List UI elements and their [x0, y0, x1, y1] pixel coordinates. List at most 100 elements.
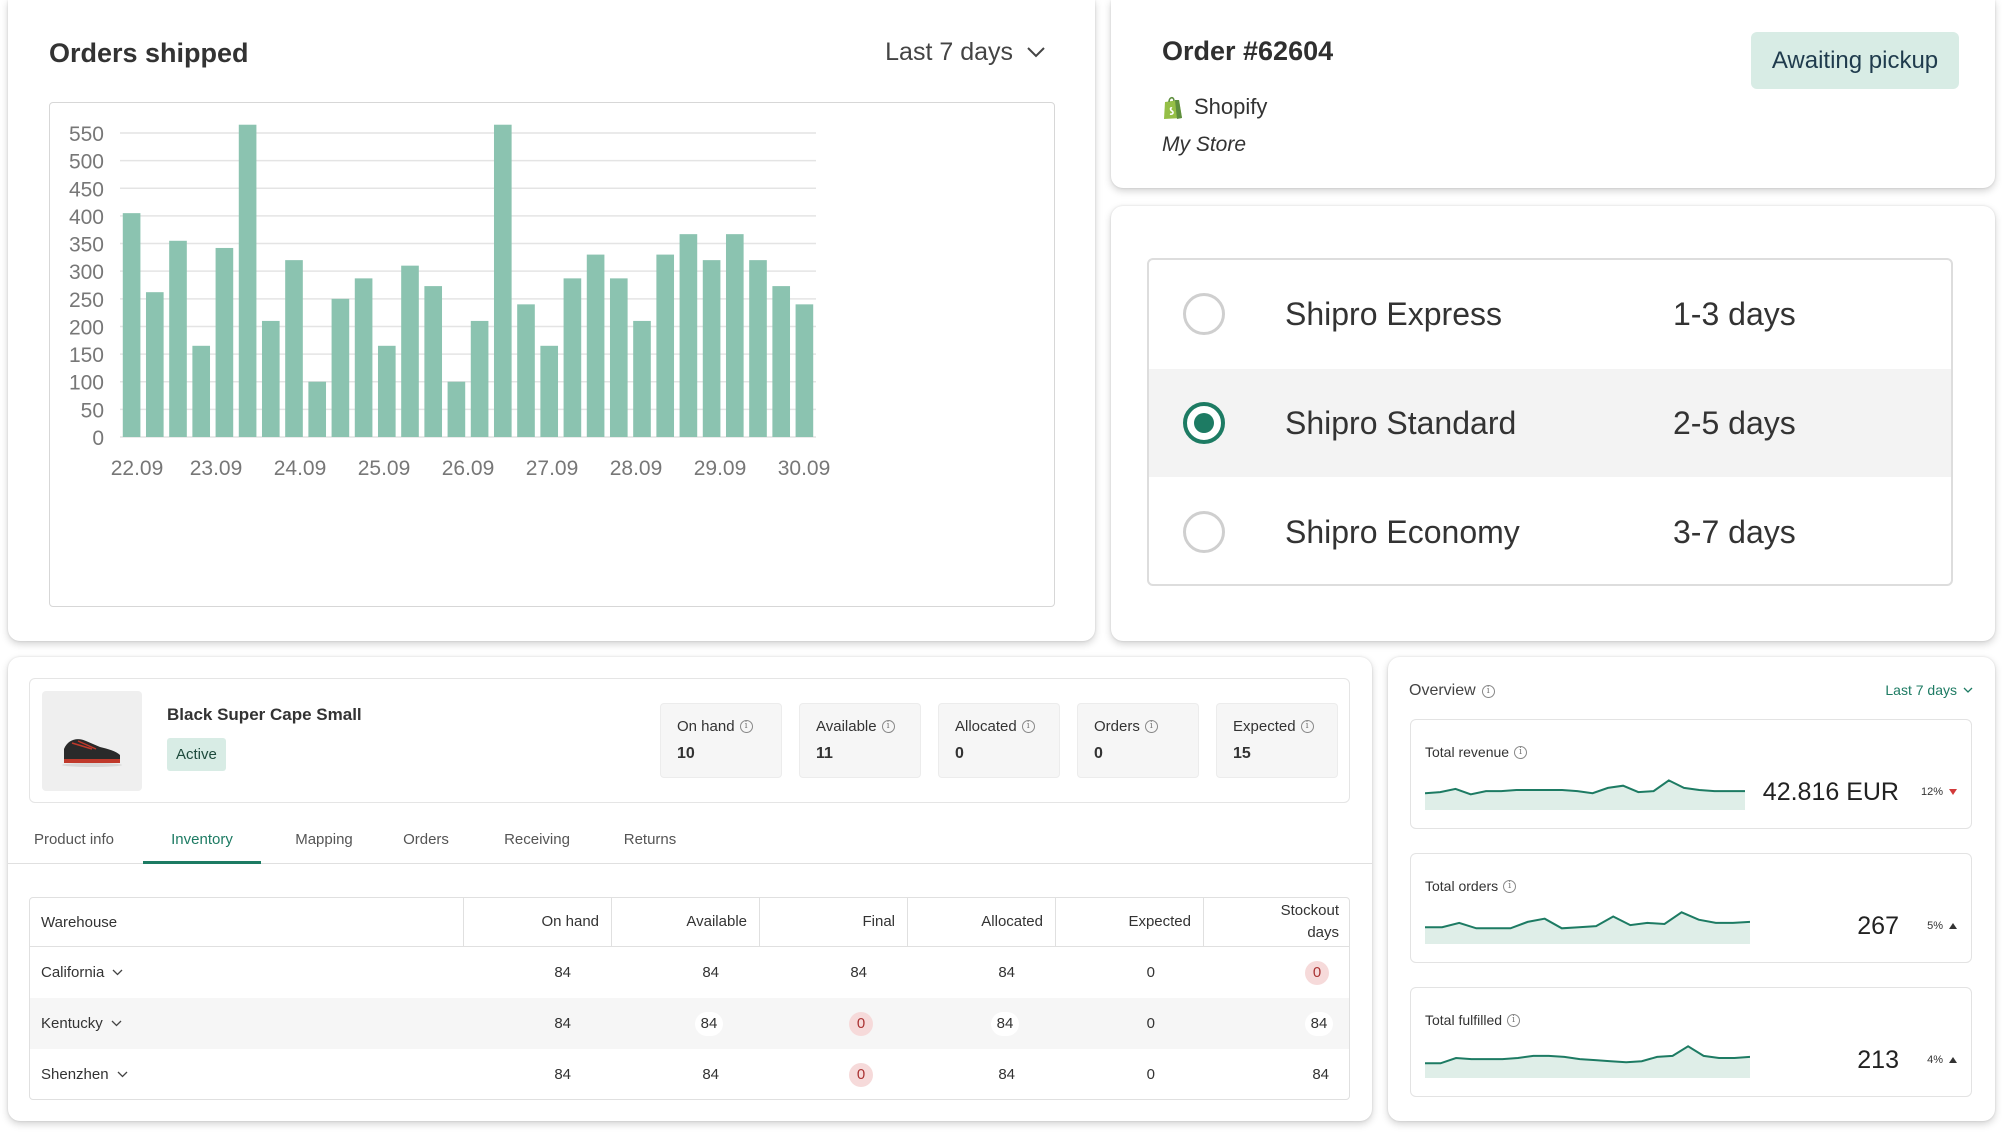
shipping-options-card: Shipro Express 1-3 days Shipro Standard …: [1111, 206, 1995, 641]
warehouse-cell[interactable]: Kentucky: [41, 998, 341, 1049]
bar[interactable]: [285, 260, 303, 437]
overview-title: Overview: [1409, 682, 1476, 699]
table-row[interactable]: Kentucky 84 84 0 84 0 84: [30, 998, 1349, 1049]
bar[interactable]: [656, 254, 675, 437]
bar[interactable]: [401, 265, 419, 437]
tab-inventory[interactable]: Inventory: [143, 822, 261, 864]
expected-cell: 0: [1146, 1015, 1155, 1032]
bar[interactable]: [795, 304, 814, 437]
metric-change: 5%: [1927, 920, 1957, 932]
orders-sparkline: [1425, 911, 1750, 944]
date-range-dropdown[interactable]: Last 7 days: [885, 38, 1045, 67]
shipping-option-name: Shipro Express: [1285, 295, 1502, 332]
info-icon[interactable]: i: [1503, 879, 1517, 893]
column-header-on-hand: On hand: [463, 898, 611, 946]
order-number: Order #62604: [1162, 36, 1334, 66]
bar[interactable]: [563, 278, 582, 437]
bar[interactable]: [424, 286, 443, 437]
tab-mapping[interactable]: Mapping: [295, 831, 353, 848]
info-icon[interactable]: i: [1144, 720, 1158, 733]
info-icon[interactable]: i: [1021, 720, 1035, 733]
y-tick-label: 400: [69, 206, 104, 229]
store-name: My Store: [1162, 133, 1247, 156]
bar[interactable]: [702, 260, 721, 437]
bar[interactable]: [215, 247, 234, 437]
allocated-cell: 84: [998, 1066, 1015, 1083]
shipping-option-express[interactable]: Shipro Express 1-3 days: [1149, 260, 1951, 368]
bar[interactable]: [493, 124, 512, 437]
bar[interactable]: [238, 124, 257, 437]
available-cell: 84: [702, 964, 719, 981]
radio-button[interactable]: [1183, 511, 1225, 553]
stat-label: Available: [816, 718, 877, 735]
table-header: Warehouse On hand Available Final Alloca…: [30, 898, 1349, 947]
metric-total-orders[interactable]: Total orders i 267 5%: [1410, 853, 1972, 963]
column-header-warehouse: Warehouse: [41, 913, 118, 931]
shipping-option-economy[interactable]: Shipro Economy 3-7 days: [1149, 478, 1951, 584]
warehouse-name: Kentucky: [41, 1015, 103, 1032]
radio-button[interactable]: [1183, 293, 1225, 335]
shipping-option-standard[interactable]: Shipro Standard 2-5 days: [1149, 369, 1951, 477]
warehouse-cell[interactable]: California: [41, 947, 341, 998]
info-icon[interactable]: i: [1300, 720, 1314, 733]
warehouse-name: Shenzhen: [41, 1066, 109, 1083]
product-inventory-card: Black Super Cape Small Active On hand i 1…: [8, 657, 1372, 1121]
product-thumbnail: [42, 691, 142, 791]
tab-receiving[interactable]: Receiving: [504, 831, 570, 848]
product-status-badge: Active: [167, 738, 226, 771]
bar[interactable]: [354, 278, 373, 437]
expected-cell: 0: [1146, 1066, 1155, 1083]
bar[interactable]: [586, 254, 605, 437]
x-tick-label: 28.09: [610, 457, 663, 480]
info-icon[interactable]: i: [1481, 684, 1495, 698]
info-icon[interactable]: i: [1507, 1013, 1521, 1027]
stockout-cell: 84: [1305, 1011, 1333, 1036]
product-name: Black Super Cape Small: [167, 705, 362, 724]
bar[interactable]: [447, 381, 466, 437]
bar[interactable]: [749, 260, 767, 437]
shipping-option-name: Shipro Standard: [1285, 404, 1517, 441]
metric-total-revenue[interactable]: Total revenue i 42.816 EUR 12%: [1410, 719, 1972, 829]
table-row[interactable]: California 84 84 84 84 0 0: [30, 947, 1349, 998]
available-cell: 84: [702, 1066, 719, 1083]
bar[interactable]: [261, 320, 280, 437]
table-row[interactable]: Shenzhen 84 84 0 84 0 84: [30, 1049, 1349, 1099]
bar[interactable]: [145, 292, 164, 437]
bar[interactable]: [169, 240, 187, 437]
bar[interactable]: [192, 345, 211, 437]
tab-orders[interactable]: Orders: [403, 831, 449, 848]
info-icon[interactable]: i: [1514, 745, 1528, 759]
bar[interactable]: [122, 213, 141, 437]
overview-date-range-dropdown[interactable]: Last 7 days: [1885, 682, 1973, 698]
product-header: Black Super Cape Small Active On hand i 1…: [29, 678, 1350, 803]
bar[interactable]: [331, 298, 350, 437]
warehouse-cell[interactable]: Shenzhen: [41, 1049, 341, 1099]
sparkline-line: [1425, 779, 1745, 796]
bar[interactable]: [540, 345, 559, 437]
platform-info: Shopify: [1162, 94, 1267, 120]
y-tick-label: 300: [69, 261, 104, 284]
metric-total-fulfilled[interactable]: Total fulfilled i 213 4%: [1410, 987, 1972, 1097]
fulfilled-sparkline: [1425, 1045, 1750, 1078]
stat-value: 11: [816, 745, 833, 762]
bar[interactable]: [633, 320, 651, 437]
sparkline-area: [1425, 1046, 1750, 1078]
y-tick-label: 250: [69, 289, 104, 312]
bar[interactable]: [377, 345, 396, 437]
radio-button-selected[interactable]: [1183, 402, 1225, 444]
allocated-cell: 84: [998, 964, 1015, 981]
sparkline-area: [1425, 912, 1750, 944]
tab-product-info[interactable]: Product info: [33, 831, 115, 848]
info-icon[interactable]: i: [881, 720, 895, 733]
on-hand-cell: 84: [554, 1066, 571, 1083]
bar[interactable]: [470, 320, 489, 437]
bar[interactable]: [679, 234, 698, 437]
info-icon[interactable]: i: [739, 720, 753, 733]
bar[interactable]: [609, 278, 628, 437]
metric-value: 42.816 EUR: [1762, 778, 1899, 806]
bar[interactable]: [308, 381, 327, 437]
tab-returns[interactable]: Returns: [623, 831, 677, 848]
bar[interactable]: [517, 304, 535, 437]
bar[interactable]: [725, 234, 744, 437]
bar[interactable]: [772, 286, 791, 437]
